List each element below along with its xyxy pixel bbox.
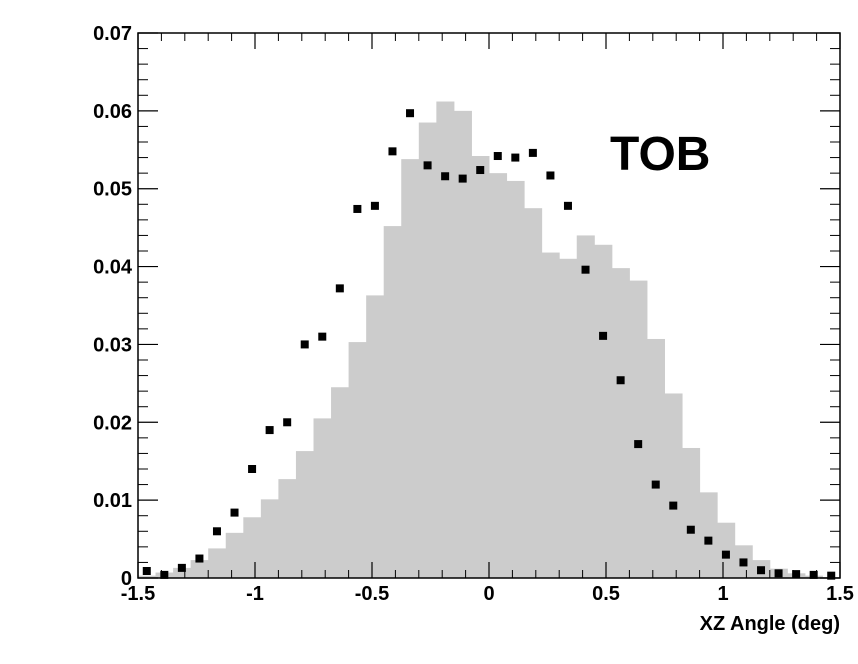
data-marker: [757, 566, 766, 575]
histogram-bar: [524, 208, 543, 578]
data-marker: [827, 571, 836, 580]
data-marker: [177, 563, 186, 572]
data-marker: [616, 376, 625, 385]
data-marker: [406, 109, 415, 118]
y-tick-label: 0: [121, 568, 132, 590]
data-marker: [388, 147, 397, 156]
histogram-bar: [383, 226, 402, 579]
histogram-bar: [295, 451, 314, 578]
histogram-bar: [594, 244, 613, 578]
histogram-layer: [138, 101, 841, 579]
data-marker: [563, 201, 572, 210]
data-marker: [651, 480, 660, 489]
data-marker: [792, 570, 801, 579]
data-marker: [230, 508, 239, 517]
data-marker: [142, 566, 151, 575]
data-marker: [300, 340, 309, 349]
data-marker: [669, 501, 678, 510]
x-tick-label: -0.5: [355, 583, 389, 605]
y-tick-label: 0.07: [93, 23, 132, 45]
histogram-bar: [331, 387, 350, 578]
histogram-bar: [401, 159, 420, 578]
histogram-bar: [225, 532, 244, 578]
histogram-bar: [541, 252, 560, 579]
histogram-bar: [138, 575, 157, 578]
data-marker: [546, 171, 555, 180]
tick-label-layer: -1.5 -1 -0.5 0 0.5 1 1.5 0 0.01 0.02 0.03 0.04 0.05 0…: [93, 23, 854, 605]
histogram-bar: [173, 567, 192, 578]
data-marker: [370, 201, 379, 210]
histogram-bar: [208, 548, 227, 578]
histogram-bar: [646, 338, 665, 578]
data-marker: [423, 161, 432, 170]
x-axis-title: XZ Angle (deg): [700, 613, 840, 635]
data-marker: [353, 204, 362, 213]
histogram-bar: [348, 342, 367, 578]
data-marker: [458, 174, 467, 183]
data-marker: [581, 265, 590, 274]
y-tick-label: 0.05: [93, 179, 132, 201]
data-marker: [335, 284, 344, 293]
x-tick-label: -1: [246, 583, 264, 605]
data-marker: [283, 418, 292, 427]
data-marker: [686, 525, 695, 534]
marker-layer: [142, 109, 836, 580]
data-marker: [195, 554, 204, 563]
y-tick-label: 0.01: [93, 490, 132, 512]
histogram-bar: [506, 180, 525, 578]
x-tick-label: -1.5: [121, 583, 155, 605]
histogram-bar: [366, 295, 385, 578]
histogram-bar: [260, 499, 279, 578]
data-marker: [599, 331, 608, 340]
data-marker: [212, 527, 221, 536]
data-marker: [704, 536, 713, 545]
histogram-bar: [190, 560, 209, 578]
histogram-bar: [699, 492, 718, 578]
histogram-bar: [576, 235, 595, 578]
y-tick-label: 0.06: [93, 101, 132, 123]
data-marker: [721, 550, 730, 559]
histogram-bar: [717, 522, 736, 578]
y-tick-label: 0.03: [93, 334, 132, 356]
y-tick-label: 0.04: [93, 257, 133, 279]
histogram-bar: [418, 122, 437, 579]
data-marker: [739, 558, 748, 567]
histogram-bar: [664, 393, 683, 578]
histogram-bar: [559, 258, 578, 578]
histogram-bar: [243, 517, 262, 578]
data-marker: [265, 426, 274, 435]
y-tick-label: 0.02: [93, 412, 132, 434]
x-tick-label: 1: [717, 583, 728, 605]
tick-layer: [137, 32, 841, 579]
x-tick-label: 0.5: [592, 583, 620, 605]
data-marker: [634, 440, 643, 449]
histogram-bar: [489, 173, 508, 578]
histogram-bar: [629, 280, 648, 578]
annotation-text: TOB: [610, 128, 710, 181]
x-tick-label: 0: [483, 583, 494, 605]
data-marker: [809, 570, 818, 579]
histogram-bar: [436, 101, 455, 578]
data-marker: [774, 569, 783, 578]
data-marker: [248, 465, 257, 473]
histogram-bar: [453, 110, 472, 578]
histogram-bar: [682, 447, 701, 578]
histogram-bar: [611, 268, 630, 578]
histogram-bar: [313, 418, 332, 578]
data-marker: [528, 148, 537, 157]
data-marker: [441, 172, 450, 181]
data-marker: [476, 166, 485, 175]
histogram-bar: [278, 479, 297, 578]
data-marker: [318, 332, 327, 341]
data-marker: [511, 153, 520, 162]
histogram-bar: [471, 156, 490, 578]
x-tick-label: 1.5: [826, 583, 854, 605]
data-marker: [160, 570, 169, 579]
data-marker: [493, 152, 502, 161]
